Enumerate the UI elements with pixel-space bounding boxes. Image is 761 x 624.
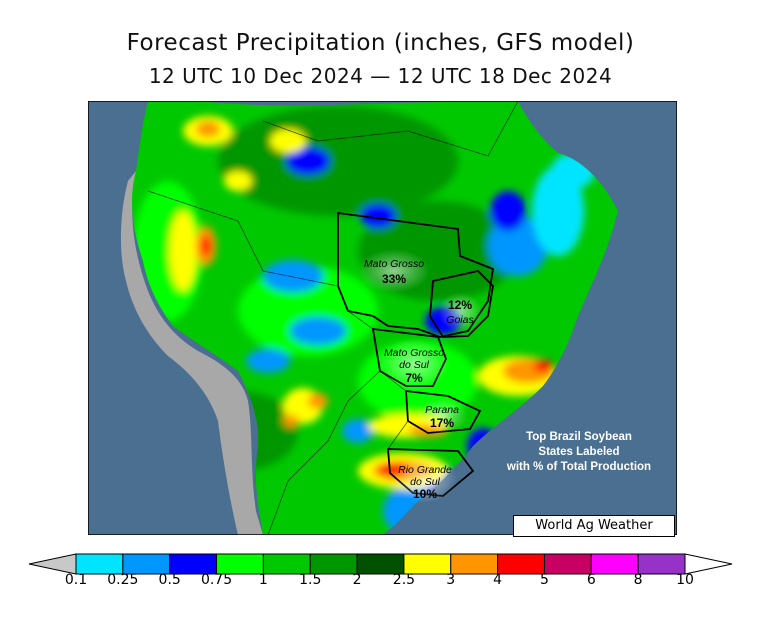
legend-swatch	[75, 553, 124, 575]
legend-tick-label: 3	[446, 572, 456, 588]
svg-text:17%: 17%	[430, 416, 454, 430]
map-title: Forecast Precipitation (inches, GFS mode…	[126, 30, 635, 56]
svg-text:33%: 33%	[382, 272, 406, 286]
legend-swatch	[637, 553, 686, 575]
svg-text:Parana: Parana	[425, 404, 459, 416]
legend-tick-label: 0.75	[200, 572, 233, 588]
legend-swatch	[356, 553, 405, 575]
svg-text:Mato Grosso: Mato Grosso	[364, 258, 424, 270]
map-note: Top Brazil Soybean States Labeled with %…	[495, 430, 663, 475]
note-line-1: Top Brazil Soybean	[526, 431, 632, 443]
legend-swatch	[543, 553, 592, 575]
state-label-rio-grande-do-sul: Rio Grande do Sul 10%	[393, 455, 457, 503]
svg-text:Mato Grosso: Mato Grosso	[384, 347, 444, 359]
note-line-3: with % of Total Production	[506, 461, 652, 473]
svg-text:Goias: Goias	[446, 314, 474, 326]
map-subtitle: 12 UTC 10 Dec 2024 — 12 UTC 18 Dec 2024	[148, 64, 613, 88]
legend-tick-label: 10	[676, 572, 694, 588]
state-label-mato-grosso: Mato Grosso 33%	[358, 249, 430, 293]
state-label-mato-grosso-do-sul: Mato Grosso do Sul 7%	[378, 338, 450, 390]
credit-label: World Ag Weather	[513, 515, 675, 537]
legend-tick-label: 6	[586, 572, 596, 588]
legend-swatch	[590, 553, 639, 575]
legend-tick-label: 0.5	[158, 572, 181, 588]
legend-swatch	[497, 553, 545, 575]
legend-tick-label: 0.25	[107, 572, 139, 588]
legend-swatch	[169, 553, 218, 575]
note-line-2: States Labeled	[538, 446, 620, 458]
dry-land-west	[120, 171, 264, 535]
legend-swatch	[262, 553, 311, 575]
state-label-parana: Parana 17%	[416, 398, 468, 434]
legend-arrow-high	[684, 553, 733, 575]
svg-text:10%: 10%	[413, 487, 437, 501]
color-legend	[28, 553, 733, 575]
legend-tick-label: 1	[258, 572, 268, 588]
legend-swatch	[122, 553, 171, 575]
legend-tick-label: 2.5	[392, 572, 416, 588]
precipitation-map: Mato Grosso 33% 12% Goias Mato Grosso do…	[88, 101, 677, 535]
svg-text:12%: 12%	[448, 298, 472, 312]
goias-border	[429, 270, 494, 338]
legend-tick-label: 1.5	[299, 572, 322, 588]
legend-tick-label: 4	[493, 572, 503, 588]
state-label-goias: 12% Goias	[438, 292, 482, 332]
svg-text:do Sul: do Sul	[410, 476, 440, 488]
legend-arrow-low	[28, 553, 77, 575]
legend-swatch	[216, 553, 264, 575]
legend-swatch	[450, 553, 499, 575]
legend-tick-label: 5	[539, 572, 549, 588]
legend-tick-label: 8	[633, 572, 643, 588]
legend-swatch	[309, 553, 358, 575]
svg-text:do Sul: do Sul	[399, 359, 429, 371]
svg-text:7%: 7%	[405, 371, 423, 385]
legend-swatch	[403, 553, 452, 575]
legend-tick-label: 2	[352, 572, 362, 588]
svg-text:Rio Grande: Rio Grande	[398, 464, 452, 476]
legend-tick-label: 0.1	[64, 572, 88, 588]
